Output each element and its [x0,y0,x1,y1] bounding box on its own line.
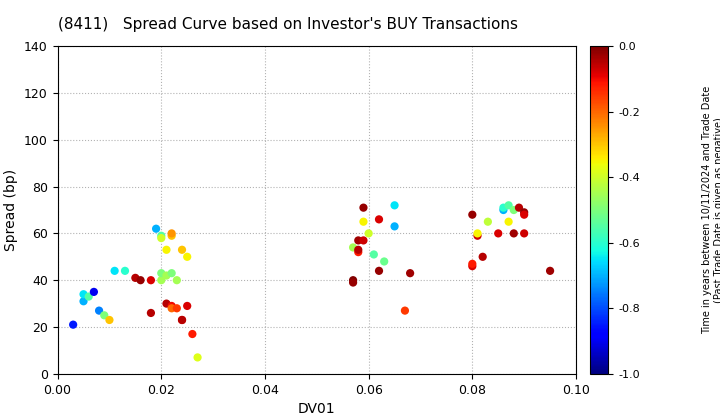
Point [518,209,530,216]
Point [120,268,131,274]
Point [171,305,183,312]
Point [347,277,359,284]
Point [166,305,177,312]
Point [161,300,172,307]
Point [171,277,183,284]
Point [467,260,478,267]
Y-axis label: Spread (bp): Spread (bp) [4,169,19,251]
Point [513,204,525,211]
Point [373,268,384,274]
Point [181,302,193,309]
Point [358,204,369,211]
Point [498,207,509,213]
Point [467,211,478,218]
Point [503,218,514,225]
Point [186,331,198,337]
Point [358,218,369,225]
Point [176,247,188,253]
Point [161,247,172,253]
Text: (8411)   Spread Curve based on Investor's BUY Transactions: (8411) Spread Curve based on Investor's … [58,17,518,32]
Point [353,249,364,255]
Point [135,277,146,284]
Point [368,251,379,258]
Point [508,230,520,237]
Point [166,232,177,239]
Point [181,253,193,260]
Point [472,230,483,237]
Point [156,235,167,242]
Point [405,270,416,276]
Point [472,232,483,239]
Point [518,230,530,237]
Point [347,244,359,251]
Point [130,275,141,281]
Point [492,230,504,237]
Point [94,307,105,314]
Point [99,312,110,319]
Point [353,247,364,253]
Point [78,298,89,304]
Point [389,223,400,230]
Point [518,211,530,218]
Point [363,230,374,237]
Point [88,289,99,295]
Point [166,302,177,309]
X-axis label: DV01: DV01 [298,402,336,416]
Point [477,253,488,260]
Point [145,277,157,284]
Point [544,268,556,274]
Point [508,207,520,213]
Point [399,307,410,314]
Point [78,291,89,298]
Point [68,321,79,328]
Point [156,277,167,284]
Point [498,204,509,211]
Point [482,218,494,225]
Point [373,216,384,223]
Point [156,270,167,276]
Point [353,237,364,244]
Point [503,202,514,209]
Point [166,230,177,237]
Point [166,270,177,276]
Point [150,226,162,232]
Point [389,202,400,209]
Point [83,293,94,300]
Point [379,258,390,265]
Text: Time in years between 10/11/2024 and Trade Date
(Past Trade Date is given as neg: Time in years between 10/11/2024 and Tra… [702,86,720,334]
Point [161,272,172,279]
Point [192,354,203,361]
Point [156,232,167,239]
Point [358,237,369,244]
Point [109,268,120,274]
Point [145,310,157,316]
Point [176,317,188,323]
Point [104,317,115,323]
Point [347,279,359,286]
Point [467,263,478,270]
Point [176,317,188,323]
